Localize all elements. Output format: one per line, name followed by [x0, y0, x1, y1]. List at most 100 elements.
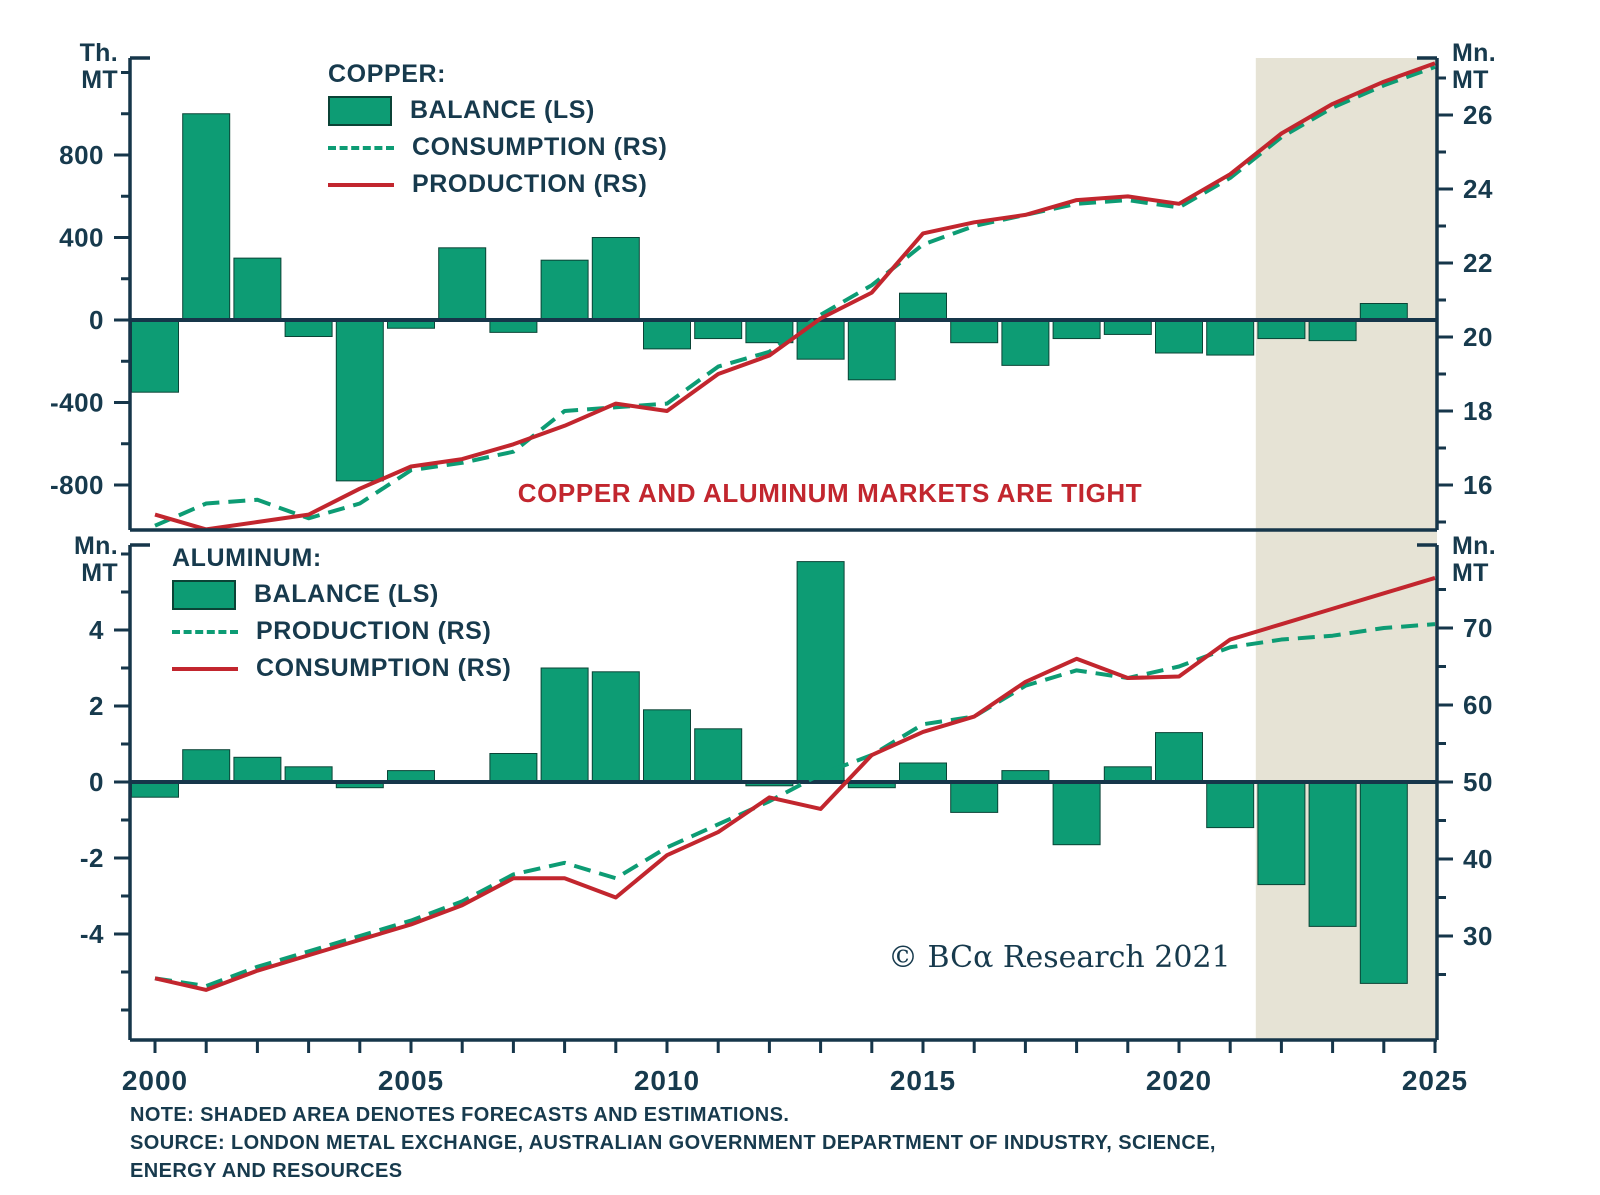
svg-text:40: 40 — [1463, 844, 1493, 874]
svg-text:18: 18 — [1463, 396, 1493, 426]
copper-balance-bar — [899, 292, 947, 321]
svg-text:-2: -2 — [80, 843, 104, 873]
svg-text:400: 400 — [59, 223, 104, 253]
note-line: NOTE: SHADED AREA DENOTES FORECASTS AND … — [130, 1104, 790, 1126]
copper-panel-frame — [128, 56, 1439, 532]
aluminum-consumption-label: CONSUMPTION (RS) — [256, 654, 512, 682]
copper-consumption-label: CONSUMPTION (RS) — [412, 133, 668, 161]
copper-axis-tick-labels: -800 -400 0 400 800 16 18 20 22 24 26 — [50, 100, 1493, 500]
svg-text:0: 0 — [89, 305, 104, 335]
aluminum-balance-bar — [899, 762, 947, 783]
copper-production-line — [154, 61, 1436, 532]
x-axis-ticks — [153, 1040, 1437, 1053]
aluminum-production-line-icon — [172, 629, 238, 634]
aluminum-balance-bar — [233, 756, 282, 783]
aluminum-balance-bar — [950, 781, 999, 813]
svg-text:800: 800 — [59, 140, 104, 170]
svg-text:2015: 2015 — [890, 1065, 956, 1096]
copper-legend: COPPER: BALANCE (LS) CONSUMPTION (RS) PR… — [328, 56, 667, 203]
copper-balance-bar — [1359, 303, 1408, 321]
source-line-2: ENERGY AND RESOURCES — [130, 1160, 403, 1182]
svg-text:2025: 2025 — [1402, 1065, 1468, 1096]
copper-balance-bar — [233, 257, 282, 321]
copper-production-label: PRODUCTION (RS) — [412, 170, 648, 198]
copper-balance-bar — [284, 319, 333, 337]
svg-text:22: 22 — [1463, 248, 1493, 278]
copper-balance-bar — [335, 319, 384, 482]
aluminum-balance-bar — [489, 753, 538, 783]
copper-balance-label: BALANCE (LS) — [410, 96, 595, 124]
aluminum-balance-bar — [694, 728, 743, 783]
copper-legend-title: COPPER: — [328, 59, 447, 88]
svg-text:-400: -400 — [50, 388, 104, 418]
footnotes: NOTE: SHADED AREA DENOTES FORECASTS AND … — [130, 1101, 1216, 1185]
aluminum-balance-bar — [1308, 781, 1357, 927]
copper-panel: -800 -400 0 400 800 16 18 20 22 24 26 — [50, 56, 1493, 532]
svg-text:20: 20 — [1463, 322, 1493, 352]
aluminum-balance-bar — [796, 561, 845, 783]
svg-text:16: 16 — [1463, 470, 1493, 500]
svg-text:70: 70 — [1463, 613, 1493, 643]
copper-balance-bar — [1052, 319, 1101, 340]
svg-text:26: 26 — [1463, 100, 1493, 130]
aluminum-legend: ALUMINUM: BALANCE (LS) PRODUCTION (RS) C… — [172, 540, 511, 687]
svg-text:2: 2 — [89, 691, 104, 721]
aluminum-panel: -4 -2 0 2 4 30 40 50 60 70 — [80, 543, 1493, 1042]
aluminum-production-label: PRODUCTION (RS) — [256, 617, 492, 645]
svg-text:50: 50 — [1463, 767, 1493, 797]
copper-balance-bar — [1206, 319, 1255, 356]
copper-legend-production: PRODUCTION (RS) — [328, 166, 667, 203]
bca-research-watermark: © BCα Research 2021 — [888, 940, 1231, 975]
x-axis-labels: 2000 2005 2010 2015 2020 2025 — [122, 1065, 1468, 1096]
aluminum-consumption-line — [154, 576, 1436, 992]
copper-right-axis-unit: Mn. MT — [1452, 39, 1496, 94]
aluminum-balance-bar — [1359, 781, 1408, 984]
svg-text:2020: 2020 — [1146, 1065, 1212, 1096]
aluminum-balance-bar — [284, 766, 333, 783]
copper-balance-bar — [950, 319, 999, 344]
copper-balance-bar — [1001, 319, 1050, 366]
aluminum-balance-bars — [131, 561, 1408, 984]
svg-text:2005: 2005 — [378, 1065, 444, 1096]
copper-balance-bar — [438, 247, 487, 321]
aluminum-legend-balance: BALANCE (LS) — [172, 576, 511, 613]
svg-text:2010: 2010 — [634, 1065, 700, 1096]
svg-text:0: 0 — [89, 767, 104, 797]
copper-balance-bar — [182, 113, 231, 321]
aluminum-balance-bar — [1206, 781, 1255, 829]
aluminum-production-line — [154, 622, 1436, 989]
copper-legend-consumption: CONSUMPTION (RS) — [328, 129, 667, 166]
aluminum-balance-bar — [131, 781, 179, 798]
aluminum-balance-bar — [591, 671, 640, 783]
copper-production-line-icon — [328, 182, 394, 187]
svg-text:-800: -800 — [50, 470, 104, 500]
aluminum-balance-bar — [1257, 781, 1306, 886]
aluminum-left-axis-unit: Mn. MT — [74, 532, 118, 587]
aluminum-right-axis-unit: Mn. MT — [1452, 532, 1496, 587]
copper-left-axis-unit: Th. MT — [79, 39, 118, 94]
aluminum-axis-ticks — [114, 552, 1453, 1012]
aluminum-legend-title: ALUMINUM: — [172, 543, 322, 572]
svg-text:2000: 2000 — [122, 1065, 188, 1096]
aluminum-balance-bar — [540, 667, 589, 783]
copper-balance-bar — [1257, 319, 1306, 340]
copper-balance-bar — [591, 237, 640, 321]
svg-text:30: 30 — [1463, 921, 1493, 951]
chart-headline: COPPER AND ALUMINUM MARKETS ARE TIGHT — [517, 478, 1143, 508]
copper-balance-bars — [131, 113, 1408, 482]
aluminum-legend-production: PRODUCTION (RS) — [172, 613, 511, 650]
svg-text:24: 24 — [1463, 174, 1493, 204]
copper-legend-balance: BALANCE (LS) — [328, 92, 667, 129]
copper-balance-bar — [694, 319, 743, 340]
copper-balance-bar — [131, 319, 179, 393]
copper-axis-ticks — [114, 71, 1453, 524]
aluminum-balance-label: BALANCE (LS) — [254, 580, 439, 608]
svg-text:60: 60 — [1463, 690, 1493, 720]
aluminum-balance-swatch-icon — [172, 579, 236, 610]
copper-consumption-line-icon — [328, 145, 394, 150]
copper-balance-bar — [540, 259, 589, 321]
copper-balance-bar — [1155, 319, 1203, 354]
aluminum-balance-bar — [1052, 781, 1101, 846]
aluminum-axis-tick-labels: -4 -2 0 2 4 30 40 50 60 70 — [80, 613, 1493, 951]
